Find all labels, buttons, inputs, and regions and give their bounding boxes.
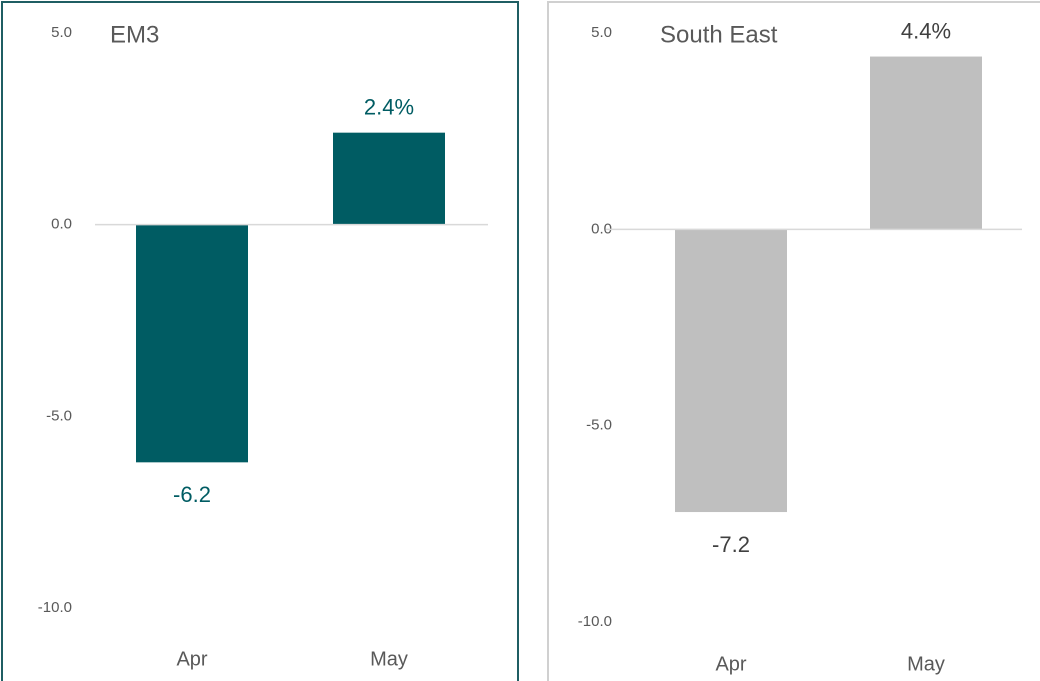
x-tick-label: Apr [715,653,746,675]
x-tick-label: Apr [176,648,207,670]
x-tick-label: May [370,648,408,670]
chart-title: South East [660,21,778,48]
y-tick-label: -10.0 [578,613,612,630]
chart-title: EM3 [110,21,159,48]
data-label: -6.2 [173,482,211,507]
bar [870,56,982,230]
bar [333,132,445,225]
y-tick-label: 0.0 [591,220,612,237]
data-label: -7.2 [712,532,750,557]
x-tick-label: May [907,653,945,675]
bar [136,224,248,463]
bar [675,229,787,513]
y-tick-label: 5.0 [591,24,612,41]
y-tick-label: -5.0 [46,407,72,424]
data-label: 4.4% [901,18,951,43]
panel [1,1,519,681]
y-tick-label: 0.0 [51,216,72,233]
y-tick-label: -5.0 [586,417,612,434]
y-tick-label: 5.0 [51,24,72,41]
y-tick-label: -10.0 [38,599,72,616]
panel [547,1,1040,681]
data-label: 2.4% [364,94,414,119]
